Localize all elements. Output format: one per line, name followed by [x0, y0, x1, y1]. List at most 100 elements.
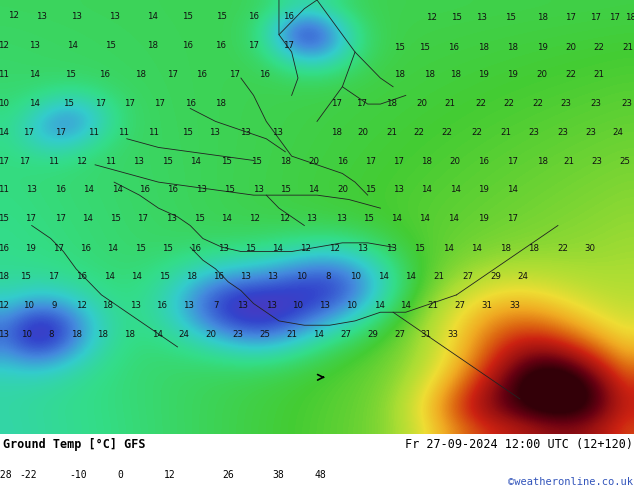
Text: 27: 27 [454, 301, 465, 310]
Text: 17: 17 [507, 157, 518, 166]
Text: 16: 16 [448, 43, 459, 52]
Text: 15: 15 [0, 215, 9, 223]
Text: 18: 18 [536, 157, 548, 166]
Text: 24: 24 [612, 128, 624, 137]
Text: 18: 18 [500, 244, 512, 252]
Text: 17: 17 [124, 98, 136, 108]
Bar [6, 489, 10, 490]
Text: 22: 22 [565, 70, 576, 79]
Text: 17: 17 [18, 157, 30, 166]
Text: 20: 20 [450, 157, 461, 166]
Bar [42, 489, 45, 490]
Text: 15: 15 [221, 157, 233, 166]
Text: 10: 10 [0, 98, 9, 108]
Text: 21: 21 [286, 330, 297, 339]
Text: 13: 13 [335, 215, 347, 223]
Text: 22: 22 [441, 128, 453, 137]
Bar [26, 489, 30, 490]
Text: 22: 22 [413, 128, 424, 137]
Text: 38: 38 [273, 470, 284, 480]
Text: 14: 14 [190, 157, 201, 166]
Text: 17: 17 [392, 157, 404, 166]
Text: 24: 24 [178, 330, 190, 339]
Text: 10: 10 [346, 301, 358, 310]
Text: 11: 11 [0, 70, 9, 79]
Bar [14, 489, 18, 490]
Text: 14: 14 [103, 272, 115, 281]
Text: 10: 10 [23, 301, 34, 310]
Text: 18: 18 [0, 272, 9, 281]
Text: 20: 20 [308, 157, 320, 166]
Text: 17: 17 [229, 70, 240, 79]
Text: 16: 16 [184, 98, 196, 108]
Text: 13: 13 [183, 301, 195, 310]
Text: 16: 16 [248, 12, 259, 21]
Text: 14: 14 [443, 244, 455, 252]
Text: 15: 15 [105, 41, 117, 50]
Text: 13: 13 [29, 41, 41, 50]
Text: 19: 19 [477, 70, 489, 79]
Text: 16: 16 [99, 70, 110, 79]
Text: 13: 13 [240, 128, 252, 137]
Text: 15: 15 [280, 185, 291, 195]
Text: 18: 18 [280, 157, 291, 166]
Text: 17: 17 [330, 98, 342, 108]
Text: 12: 12 [8, 11, 20, 20]
Text: 10: 10 [349, 272, 361, 281]
Text: 15: 15 [245, 244, 256, 252]
Text: 13: 13 [357, 244, 368, 252]
Text: 23: 23 [560, 98, 572, 108]
Text: 17: 17 [48, 272, 60, 281]
Text: 19: 19 [25, 244, 36, 252]
Text: 21: 21 [386, 128, 398, 137]
Text: 12: 12 [278, 215, 290, 223]
Text: Fr 27-09-2024 12:00 UTC (12+120): Fr 27-09-2024 12:00 UTC (12+120) [404, 438, 633, 451]
Text: 12: 12 [0, 41, 9, 50]
Text: 13: 13 [253, 185, 264, 195]
Text: 14: 14 [131, 272, 142, 281]
Text: 11: 11 [148, 128, 159, 137]
Bar [10, 489, 14, 490]
Text: 15: 15 [20, 272, 31, 281]
Text: 13: 13 [129, 301, 141, 310]
Text: 13: 13 [392, 185, 404, 195]
Text: 13: 13 [319, 301, 330, 310]
Text: 24: 24 [517, 272, 529, 281]
Text: 16: 16 [0, 244, 9, 252]
Text: 12: 12 [0, 301, 9, 310]
Text: 15: 15 [419, 43, 430, 52]
Text: 15: 15 [162, 157, 174, 166]
Text: 0: 0 [117, 470, 123, 480]
Text: 14: 14 [83, 185, 94, 195]
Text: 18: 18 [97, 330, 108, 339]
Text: 22: 22 [475, 98, 486, 108]
Text: 19: 19 [507, 70, 518, 79]
Text: 16: 16 [55, 185, 66, 195]
Text: 12: 12 [75, 157, 87, 166]
Text: 11: 11 [105, 157, 117, 166]
Text: 13: 13 [240, 272, 252, 281]
Text: 13: 13 [306, 215, 318, 223]
Text: 17: 17 [283, 41, 294, 50]
Text: -22: -22 [20, 470, 37, 480]
Text: 15: 15 [135, 244, 146, 252]
Text: 11: 11 [88, 128, 100, 137]
Bar [34, 489, 38, 490]
Text: 22: 22 [503, 98, 514, 108]
Text: 13: 13 [266, 301, 277, 310]
Text: 15: 15 [181, 12, 193, 21]
Text: 15: 15 [251, 157, 262, 166]
Text: 16: 16 [196, 70, 207, 79]
Text: 20: 20 [536, 70, 548, 79]
Bar [18, 489, 22, 490]
Text: 27: 27 [462, 272, 474, 281]
Text: 33: 33 [448, 330, 459, 339]
Text: 15: 15 [194, 215, 205, 223]
Text: 31: 31 [420, 330, 432, 339]
Text: 17: 17 [137, 215, 148, 223]
Text: ©weatheronline.co.uk: ©weatheronline.co.uk [508, 477, 633, 487]
Text: 15: 15 [394, 43, 405, 52]
Text: 8: 8 [326, 272, 331, 281]
Text: 15: 15 [505, 13, 516, 22]
Text: 13: 13 [386, 244, 398, 252]
